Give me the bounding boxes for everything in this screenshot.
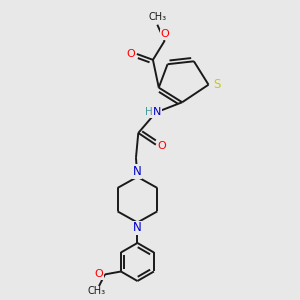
Text: CH₃: CH₃ bbox=[148, 12, 166, 22]
Text: N: N bbox=[133, 221, 142, 234]
Text: N: N bbox=[153, 107, 161, 118]
Text: O: O bbox=[157, 141, 166, 151]
Text: O: O bbox=[160, 29, 169, 39]
Text: O: O bbox=[126, 49, 135, 59]
Text: H: H bbox=[145, 107, 152, 118]
Text: S: S bbox=[214, 78, 221, 91]
Text: O: O bbox=[94, 269, 103, 279]
Text: N: N bbox=[133, 165, 142, 178]
Text: CH₃: CH₃ bbox=[87, 286, 105, 296]
